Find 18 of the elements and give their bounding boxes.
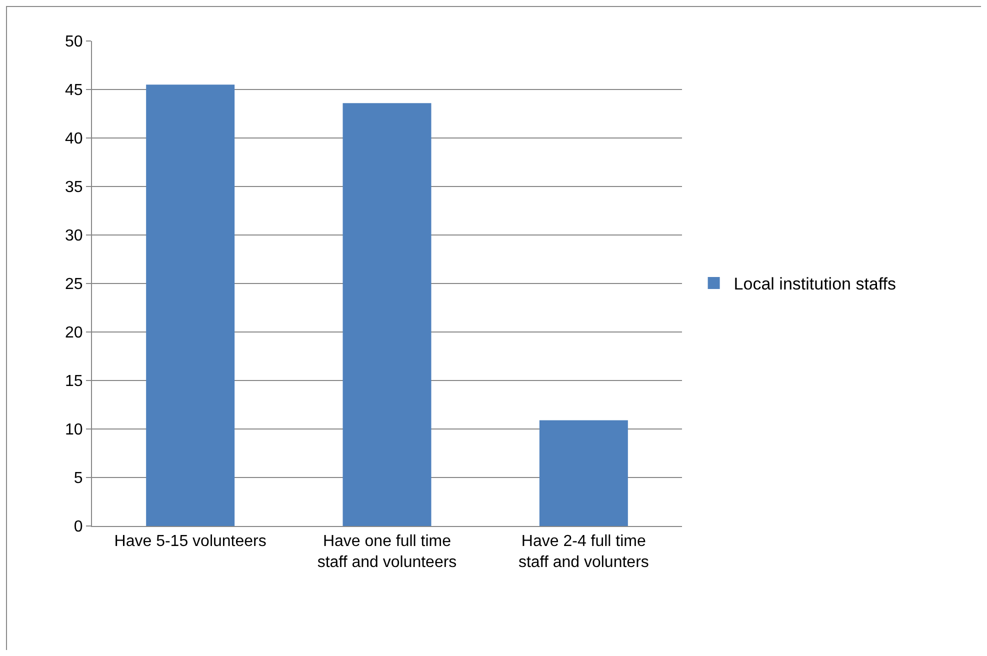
x-tick-label: Have 2-4 full time staff and volunters [518,533,649,571]
legend-label: Local institution staffs [734,274,896,294]
y-tick-label: 30 [65,228,83,245]
bar [539,420,628,526]
y-tick-label: 20 [65,324,83,342]
x-tick-label: Have 5-15 volunteers [114,533,266,550]
y-tick-label: 10 [65,422,83,439]
y-tick-label: 0 [74,518,83,536]
y-tick-label: 15 [65,373,83,390]
y-tick-label: 40 [65,130,83,148]
bar [342,103,432,526]
bar [146,84,235,526]
y-tick-label: 5 [74,470,83,488]
y-tick-label: 35 [65,179,83,196]
x-tick-label: Have one full time staff and volunteers [317,533,457,571]
y-tick-label: 45 [65,82,83,100]
y-tick-label: 25 [65,276,83,294]
y-tick-label: 50 [65,34,83,51]
